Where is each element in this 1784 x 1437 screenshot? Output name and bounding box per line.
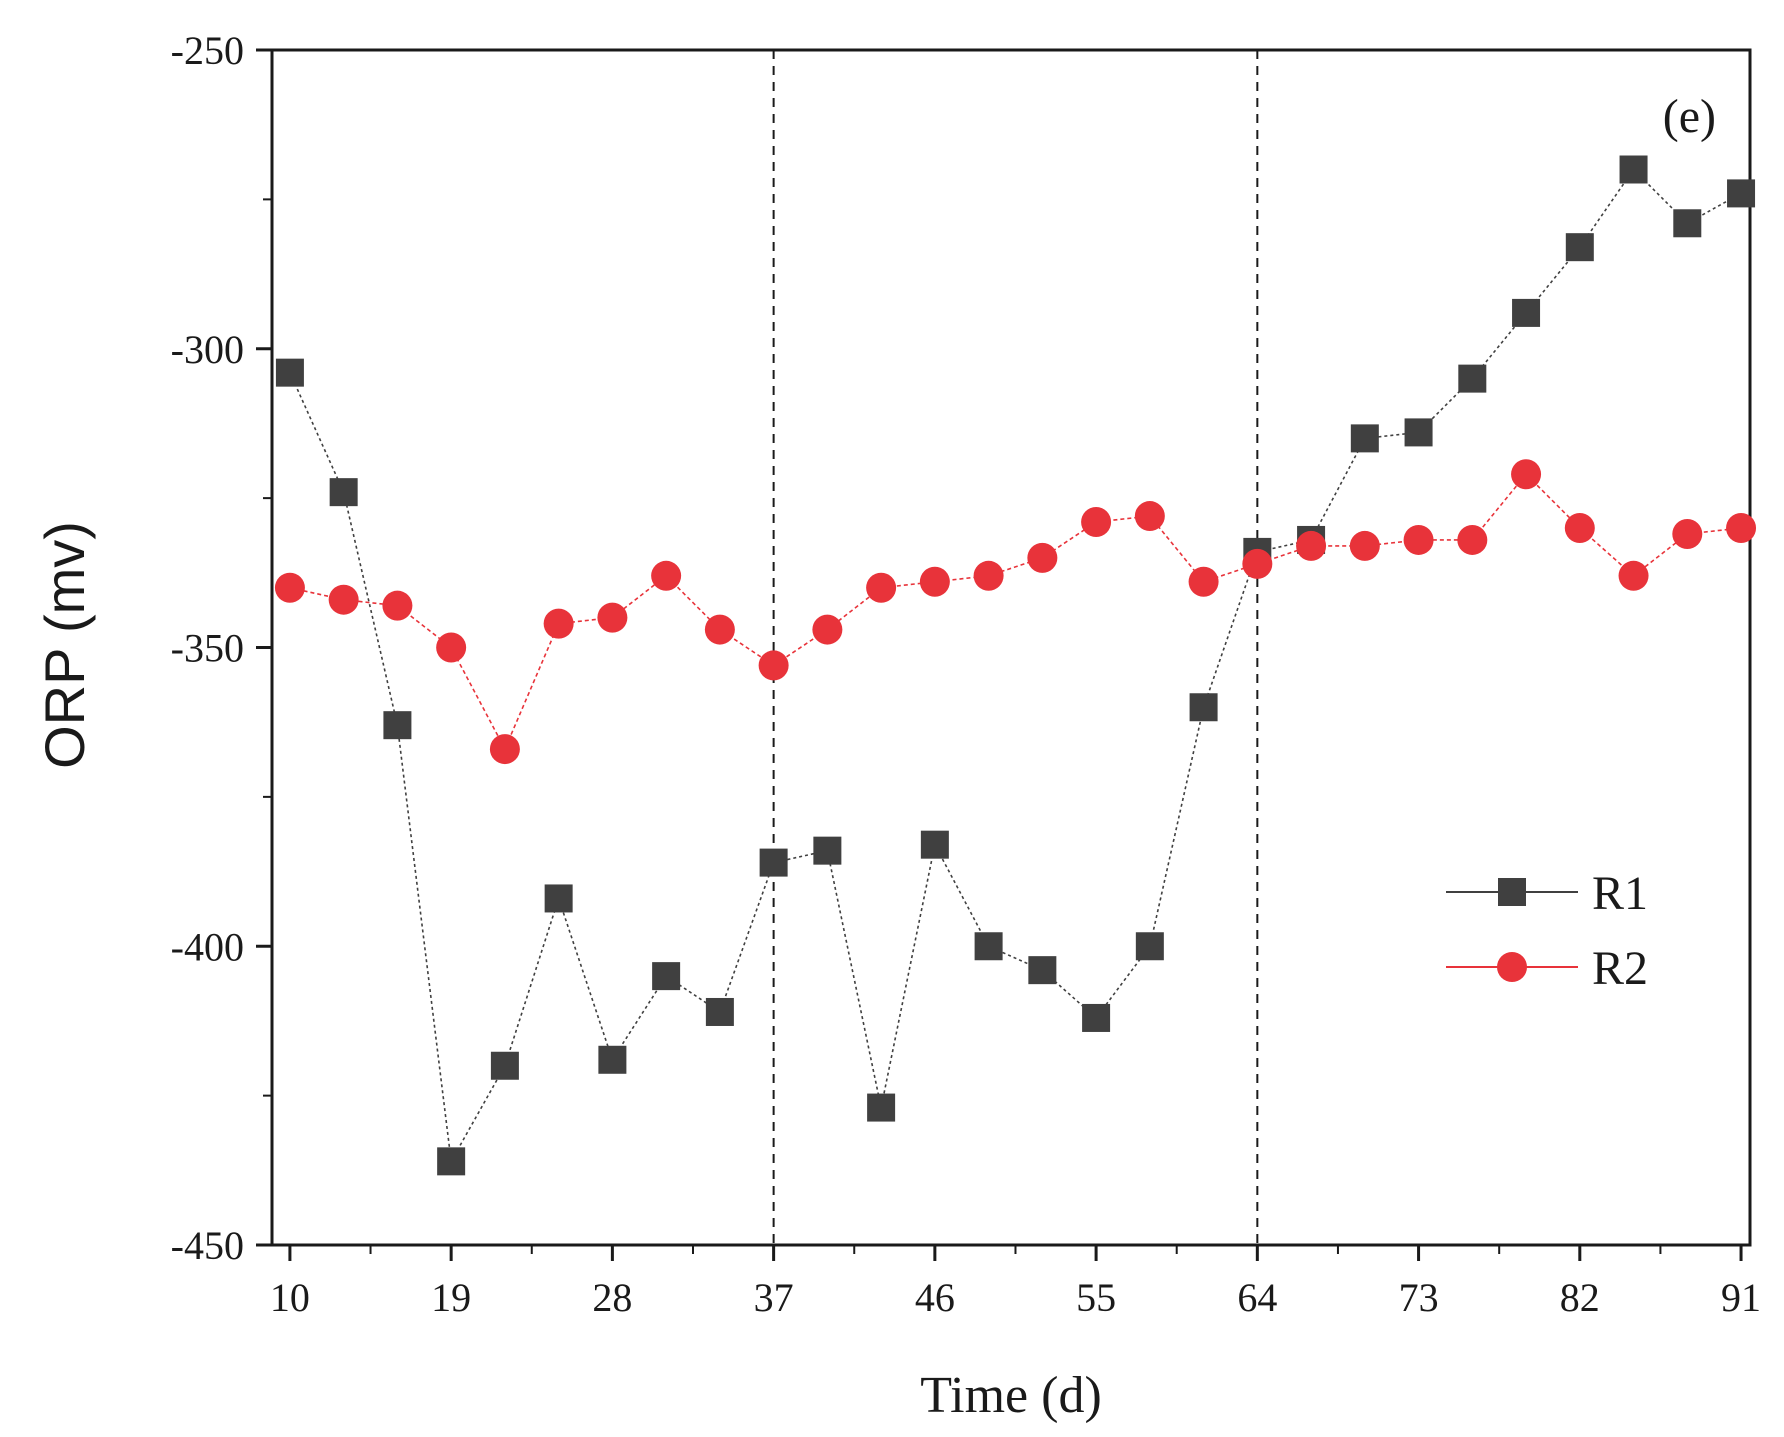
panel-label: (e) [1663, 90, 1716, 143]
legend: R1 R2 [1446, 867, 1648, 995]
y-axis-title: ORP (mv) [33, 521, 96, 769]
phase-divider-lines [772, 50, 1259, 1245]
series-r1-point [1565, 233, 1594, 262]
series-r2-point [1027, 542, 1058, 573]
series-r2-point [866, 572, 897, 603]
legend-r1-label: R1 [1592, 867, 1648, 920]
series-r1-point [1512, 298, 1541, 327]
series-r2-point [758, 650, 789, 681]
series-r1-line [289, 168, 1742, 1164]
series-r1-point [1350, 424, 1379, 453]
series-r1-point [813, 836, 842, 865]
series-r2-point [1134, 501, 1165, 532]
legend-r2-marker [1497, 952, 1527, 982]
y-tick-label: -350 [171, 626, 244, 671]
x-tick-label: 91 [1721, 1275, 1761, 1320]
x-tick-label: 46 [915, 1275, 955, 1320]
series-r1-point [974, 932, 1003, 961]
x-tick-label: 82 [1560, 1275, 1600, 1320]
series-r1-point [1135, 932, 1164, 961]
series-r1-point [437, 1147, 466, 1176]
series-r2-point [274, 572, 305, 603]
series-r2-point [704, 614, 735, 645]
x-tick-label: 37 [754, 1275, 794, 1320]
series-r2-point [1296, 530, 1327, 561]
series-r2-point [1242, 548, 1273, 579]
series-r1-point [1673, 209, 1702, 238]
series-r2-point [1511, 459, 1542, 490]
series-r1-point [920, 830, 949, 859]
x-axis-title: Time (d) [920, 1367, 1102, 1424]
series-r2-point [1726, 513, 1757, 543]
series-r1-point [705, 997, 734, 1026]
series-r1-point [1458, 364, 1487, 393]
x-tick-label: 10 [270, 1275, 310, 1320]
legend-r1-marker [1498, 878, 1526, 906]
y-tick-label: -400 [171, 924, 244, 969]
series-r2-line [289, 473, 1742, 751]
series-r1-point [1082, 1003, 1111, 1032]
series-r1-point [490, 1051, 519, 1080]
series-r1-point [275, 358, 304, 387]
series-r2-point [328, 584, 359, 615]
series-r1-point [759, 848, 788, 877]
series-r1-point [652, 962, 681, 991]
x-tick-label: 19 [431, 1275, 471, 1320]
series-r2-point [489, 734, 520, 765]
series-r1-point [1619, 155, 1648, 184]
legend-r2-label: R2 [1592, 942, 1648, 995]
series-r2-point [973, 560, 1004, 591]
series-r2-point [543, 608, 574, 639]
series-r2-point [1672, 518, 1703, 549]
series-r1-point [329, 478, 358, 507]
x-tick-label: 73 [1399, 1275, 1439, 1320]
series-r2-point [436, 632, 467, 663]
series-r2-point [919, 566, 950, 597]
series-r1-point [544, 884, 573, 913]
series-r2-point [1403, 524, 1434, 555]
y-tick-label: -300 [171, 327, 244, 372]
series-r2-point [651, 560, 682, 591]
series-r2-point [1349, 530, 1380, 561]
series-r2-point [1618, 560, 1649, 591]
series-r2-point [1188, 566, 1219, 597]
series-r2-point [1081, 507, 1112, 538]
series-r2-point [812, 614, 843, 645]
series-r2-point [597, 602, 628, 633]
x-tick-label: 55 [1076, 1275, 1116, 1320]
data-series [274, 155, 1757, 1176]
series-r1-point [1028, 956, 1057, 985]
series-r1-point [867, 1093, 896, 1122]
x-tick-label: 28 [592, 1275, 632, 1320]
series-r2-point [1564, 513, 1595, 543]
y-tick-label: -450 [171, 1223, 244, 1268]
series-r1-point [1404, 418, 1433, 447]
series-r1-point [598, 1045, 627, 1074]
axis-ticks: 10 19 28 37 46 55 64 73 82 91 -250 -300 -350 -400 -450 [171, 28, 1761, 1320]
series-r1-point [383, 711, 412, 740]
x-tick-label: 64 [1237, 1275, 1277, 1320]
series-r1-point [1727, 179, 1756, 208]
series-r2-point [382, 590, 413, 621]
y-tick-label: -250 [171, 28, 244, 73]
series-r1-point [1189, 693, 1218, 722]
series-r2-point [1457, 524, 1488, 555]
